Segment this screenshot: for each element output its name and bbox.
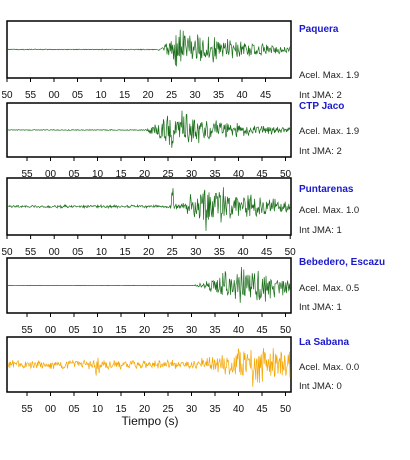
x-tick-label: 20 [142,90,154,101]
x-tick-label: 55 [21,404,33,415]
x-tick-label: 40 [233,169,245,180]
x-tick-label: 00 [49,247,61,258]
station-name: Bebedero, Escazu [299,257,386,268]
x-tick-label: 10 [95,90,107,101]
x-tick-label: 55 [21,169,33,180]
station-name: Puntarenas [299,184,354,195]
x-tick-label: 20 [139,169,151,180]
max-acceleration: Acel. Max. 1.0 [299,205,360,216]
x-tick-label: 45 [260,90,272,101]
x-tick-label: 35 [214,247,226,258]
x-tick-label: 05 [72,90,84,101]
jma-intensity: Int JMA: 1 [299,302,342,313]
waveform-trace [7,348,291,387]
x-tick-label: 45 [256,169,268,180]
x-tick-label: 25 [162,325,174,336]
station-name: CTP Jaco [299,101,345,112]
x-tick-label: 30 [189,90,201,101]
x-tick-label: 55 [25,247,37,258]
x-tick-label: 20 [139,404,151,415]
seismogram-panel: 50 55 00 05 10 15 20 25 30 35 40 45 50 [1,177,297,258]
max-acceleration: Acel. Max. 0.5 [299,283,360,294]
seismogram-panel: 55 00 05 10 15 20 25 30 35 40 45 50 [6,102,292,180]
waveform-trace [7,187,291,231]
x-tick-label: 05 [68,404,80,415]
x-tick-label: 30 [186,169,198,180]
x-tick-label: 05 [72,247,84,258]
x-tick-label: 50 [280,404,292,415]
x-tick-label: 10 [92,325,104,336]
x-tick-label: 10 [92,404,104,415]
waveform-trace [7,266,291,303]
panel-frame [6,102,292,158]
x-tick-label: 20 [139,325,151,336]
jma-intensity: Int JMA: 2 [299,146,342,157]
x-tick-label: 30 [190,247,202,258]
x-tick-label: 50 [280,169,292,180]
jma-intensity: Int JMA: 1 [299,225,342,236]
x-tick-label: 30 [186,404,198,415]
x-tick-label: 10 [92,169,104,180]
jma-intensity: Int JMA: 0 [299,381,342,392]
x-tick-label: 25 [162,404,174,415]
x-tick-label: 05 [68,325,80,336]
panel-frame [6,20,292,79]
x-tick-label: 25 [166,90,178,101]
x-tick-label: 30 [186,325,198,336]
x-tick-label: 45 [261,247,273,258]
x-tick-label: 25 [167,247,179,258]
x-tick-label: 35 [209,404,221,415]
x-tick-label: 00 [48,90,60,101]
x-tick-label: 40 [233,404,245,415]
seismogram-panel: 55 00 05 10 15 20 25 30 35 40 45 50 [6,257,292,336]
max-acceleration: Acel. Max. 1.9 [299,70,360,81]
x-tick-label: 25 [162,169,174,180]
x-tick-label: 55 [25,90,37,101]
x-tick-label: 50 [280,325,292,336]
x-tick-label: 50 [1,247,13,258]
x-axis-label-text: Tiempo (s) [121,414,179,428]
seismogram-panel: 55 00 05 10 15 20 25 30 35 40 45 50 [6,336,292,415]
x-tick-label: 50 [1,90,13,101]
x-tick-label: 40 [237,247,249,258]
x-tick-label: 40 [233,325,245,336]
x-tick-label: 10 [96,247,108,258]
station-name: La Sabana [299,337,350,348]
x-tick-label: 00 [45,404,57,415]
x-tick-label: 35 [213,90,225,101]
seismogram-panel: 50 55 00 05 10 15 20 25 30 35 40 45 [1,20,292,101]
max-acceleration: Acel. Max. 1.9 [299,126,360,137]
jma-intensity: Int JMA: 2 [299,90,342,101]
station-name: Paquera [299,24,339,35]
x-tick-label: 00 [45,325,57,336]
x-tick-label: 50 [285,247,297,258]
x-tick-label: 15 [119,90,131,101]
x-tick-label: 35 [209,169,221,180]
panel-frame [6,336,292,393]
waveform-trace [7,110,291,148]
panel-frame [6,257,292,314]
x-tick-label: 00 [45,169,57,180]
x-tick-label: 15 [115,404,127,415]
x-tick-label: 15 [115,325,127,336]
x-tick-label: 45 [256,325,268,336]
waveform-trace [7,29,291,67]
x-tick-label: 35 [209,325,221,336]
max-acceleration: Acel. Max. 0.0 [299,362,360,373]
x-tick-label: 05 [68,169,80,180]
x-tick-label: 15 [119,247,131,258]
x-tick-label: 15 [115,169,127,180]
x-axis-label: Tiempo (s) [0,414,410,428]
x-tick-label: 55 [21,325,33,336]
x-tick-label: 20 [143,247,155,258]
x-tick-label: 45 [256,404,268,415]
x-tick-label: 40 [236,90,248,101]
